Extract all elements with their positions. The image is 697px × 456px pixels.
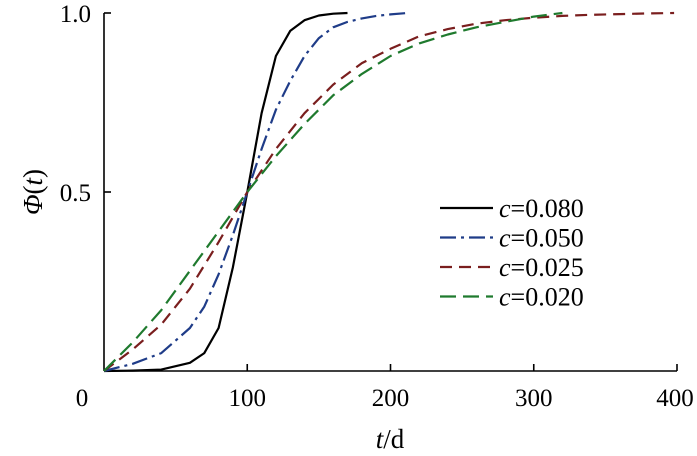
y-axis-title-open: ( [18, 185, 48, 194]
legend-label-3: c=0.025 [499, 253, 584, 282]
x-axis-title-var: t [376, 424, 385, 454]
x-axis-title-unit: /d [383, 424, 405, 454]
series-line-1 [103, 11, 348, 373]
legend-label-1: c=0.080 [499, 194, 584, 223]
series-line-3 [103, 11, 675, 372]
tick-group: 0 100 200 300 400 0.5 1.0 [60, 1, 694, 412]
x-tick-label: 300 [515, 385, 553, 412]
x-axis-title: t/d [376, 424, 405, 454]
x-tick-label: 400 [656, 385, 694, 412]
y-axis-title-var: t [18, 176, 48, 185]
x-tick-label: 100 [229, 385, 267, 412]
legend-label-2: c=0.050 [499, 224, 584, 253]
y-axis-title-close: ) [18, 169, 48, 178]
y-axis-title: Φ(t) [18, 169, 48, 215]
series-group [103, 11, 675, 373]
series-line-2 [103, 11, 408, 373]
legend-label-4: c=0.020 [499, 283, 584, 312]
x-tick-label: 200 [372, 385, 410, 412]
x-tick-label: 0 [76, 385, 89, 412]
y-tick-label: 0.5 [60, 180, 91, 207]
series-line-4 [103, 11, 563, 372]
y-axis-title-fn: Φ [18, 194, 48, 215]
y-tick-label: 1.0 [60, 1, 91, 28]
